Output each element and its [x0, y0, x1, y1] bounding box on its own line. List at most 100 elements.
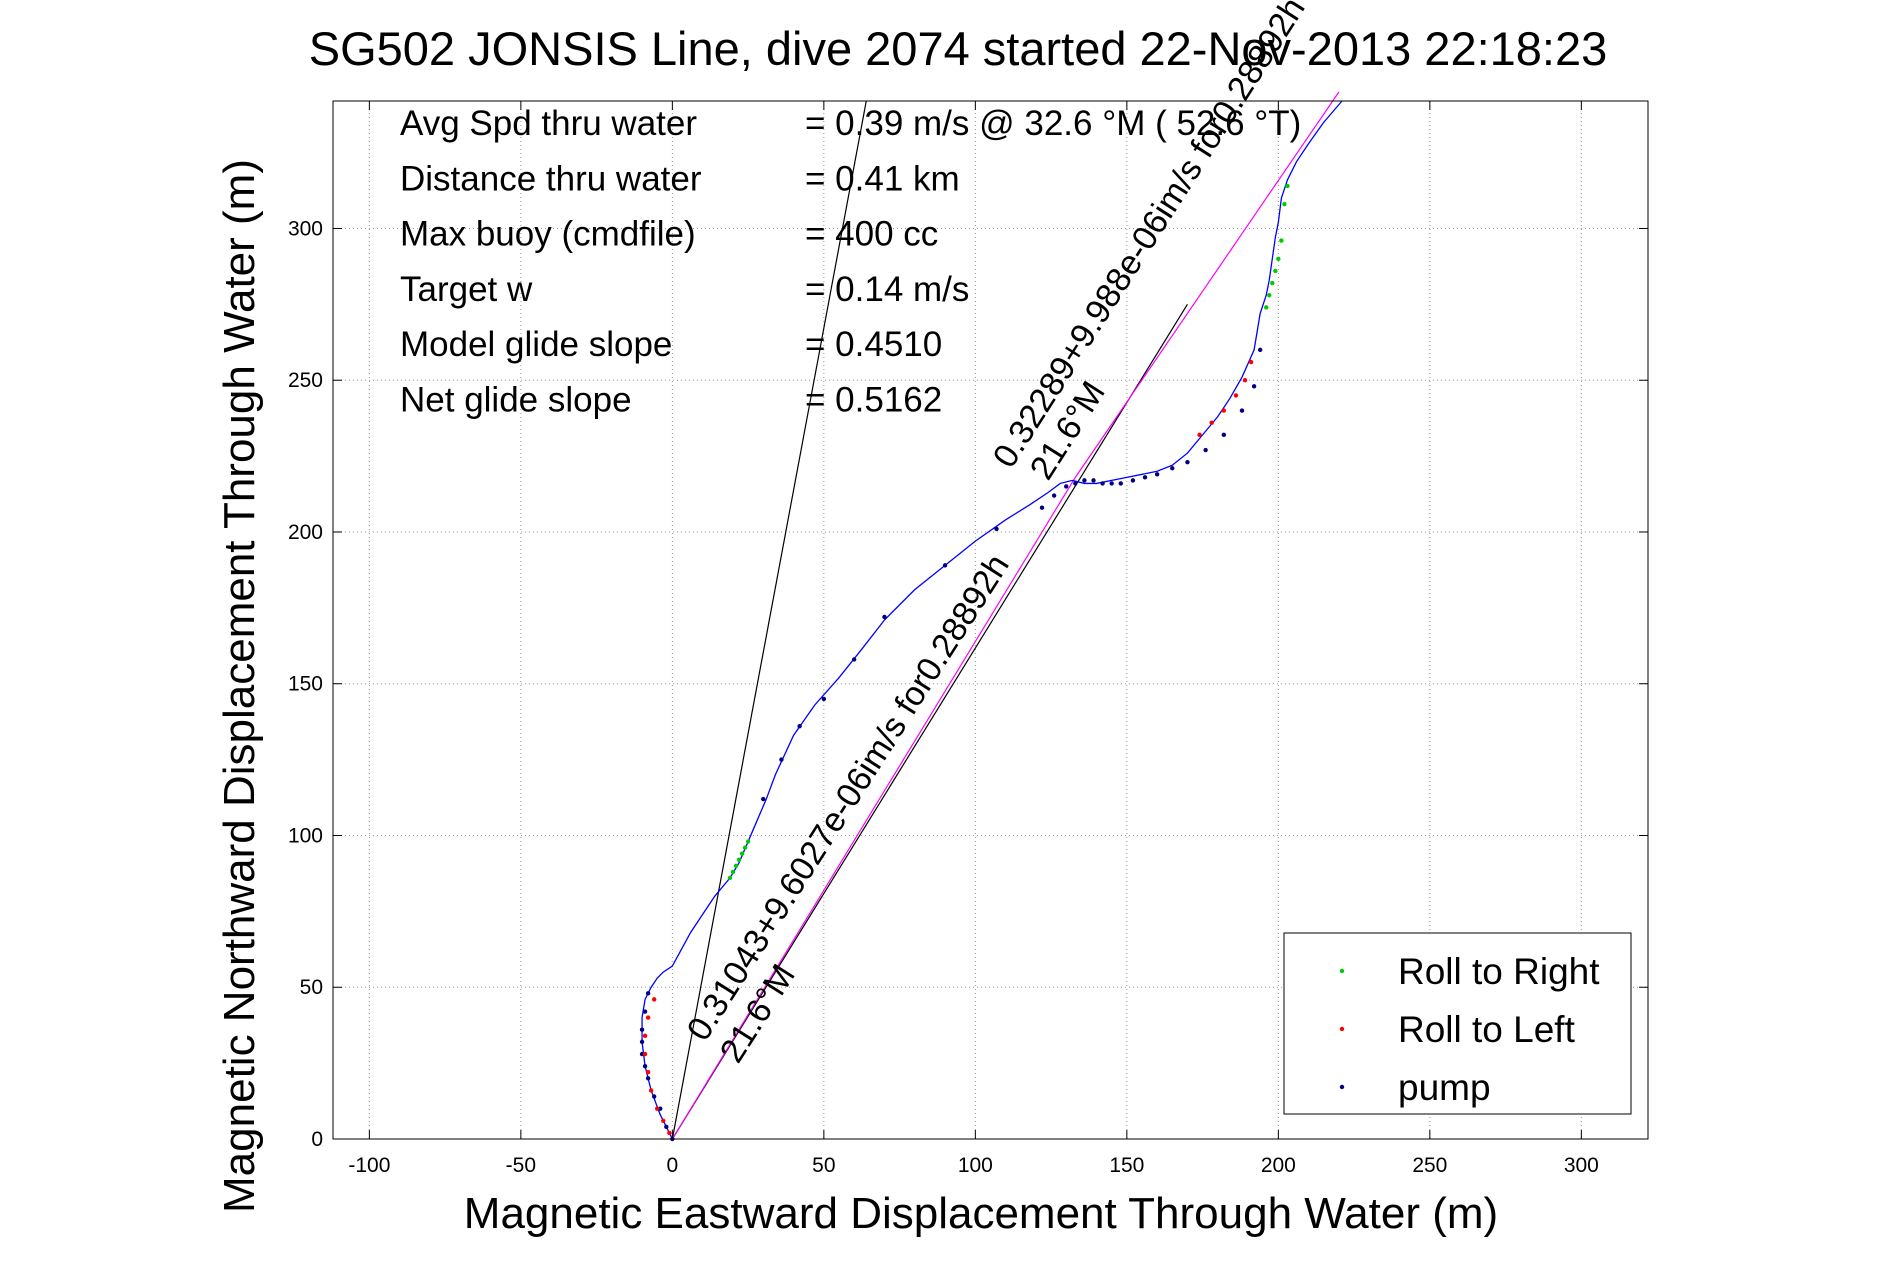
pump-point [664, 1124, 669, 1130]
roll-right-point [727, 875, 733, 881]
axis-ticks: -100 -50 0 50 100 150 200 250 300 0 50 100 150 200 250… [288, 101, 1648, 1177]
pump-point [1064, 484, 1069, 489]
pump-point [1100, 481, 1105, 486]
legend-label-pump: pump [1398, 1067, 1491, 1108]
info-block: Avg Spd thru water = 0.39 m/s @ 32.6 °M (… [400, 104, 1301, 420]
pump-point [882, 614, 887, 620]
x-tick-label: 50 [812, 1154, 835, 1177]
pump-point [779, 757, 784, 762]
info-value: = 0.41 km [805, 159, 960, 198]
pump-point [658, 1106, 663, 1111]
y-tick-label: 0 [311, 1128, 323, 1151]
roll-right-point [1285, 183, 1290, 189]
info-label: Distance thru water [400, 159, 702, 198]
pump-point [1203, 447, 1208, 453]
x-tick-label: 300 [1564, 1154, 1599, 1177]
roll-left-point [645, 1015, 651, 1020]
legend-label-roll-left: Roll to Left [1398, 1009, 1576, 1050]
pump-point [1185, 459, 1190, 465]
y-tick-label: 50 [300, 976, 323, 999]
roll-left-point [1242, 378, 1248, 383]
roll-left-point [655, 1106, 660, 1111]
legend-marker-roll-left [1339, 1026, 1345, 1032]
info-value: = 0.5162 [805, 381, 942, 420]
roll-right-point [736, 857, 742, 862]
roll-right-point [1273, 268, 1278, 274]
x-tick-label: 0 [667, 1154, 679, 1177]
pump-point [1118, 481, 1123, 486]
pump-point [1257, 347, 1263, 353]
info-label: Target w [400, 270, 533, 309]
roll-left-point [667, 1130, 672, 1136]
roll-right-point [745, 839, 751, 844]
pump-point [645, 1076, 651, 1081]
pump-point [639, 1051, 645, 1057]
y-tick-label: 100 [288, 824, 323, 847]
pump-point [1039, 505, 1045, 510]
pump-point [942, 563, 948, 568]
roll-right-point [742, 845, 748, 850]
legend-marker-pump [1339, 1084, 1345, 1090]
pump-point [1082, 478, 1087, 483]
pump-point [651, 1094, 657, 1099]
roll-right-point [1282, 201, 1287, 207]
track-line [641, 100, 1343, 1140]
legend-marker-roll-right [1339, 968, 1345, 974]
reference-line [671, 100, 867, 1140]
roll-right-point [1264, 305, 1269, 310]
pump-point [1051, 493, 1057, 498]
info-label: Model glide slope [400, 325, 672, 364]
info-label: Max buoy (cmdfile) [400, 215, 696, 254]
pump-point [1154, 472, 1160, 477]
roll-left-point [1209, 420, 1214, 425]
roll-right-point [1279, 238, 1284, 243]
plot-area [639, 91, 1343, 1142]
info-value: = 0.4510 [805, 325, 942, 364]
roll-left-point [642, 1033, 648, 1039]
info-value: = 0.14 m/s [805, 270, 969, 309]
roll-left-point [1248, 359, 1254, 365]
roll-left-point [1221, 408, 1227, 413]
pump-point [1142, 475, 1148, 480]
pump-point [994, 526, 999, 532]
info-label: Avg Spd thru water [400, 104, 697, 143]
roll-left-point [661, 1118, 666, 1123]
y-tick-label: 150 [288, 673, 323, 696]
x-tick-label: 150 [1109, 1154, 1144, 1177]
roll-left-point [651, 997, 657, 1002]
axes-box [332, 100, 1649, 1140]
roll-left-point [1197, 432, 1202, 438]
pump-point [1239, 408, 1245, 413]
current-line [671, 91, 1340, 1140]
pump-point [642, 1009, 648, 1014]
y-axis-label: Magnetic Northward Displacement Through … [215, 159, 264, 1213]
y-tick-label: 250 [288, 369, 323, 392]
roll-right-point [1276, 256, 1281, 262]
pump-point [1170, 466, 1175, 471]
pump-point [797, 724, 802, 729]
pump-point [1221, 432, 1227, 438]
roll-left-point [1233, 393, 1239, 398]
roll-right-point [1267, 293, 1272, 298]
info-value: = 400 cc [805, 215, 938, 254]
legend: Roll to Right Roll to Left pump [1283, 932, 1632, 1115]
roll-left-point [648, 1088, 654, 1093]
pump-point [851, 657, 857, 662]
info-value: = 0.39 m/s @ 32.6 °M ( 52.6 °T) [805, 104, 1301, 143]
info-label: Net glide slope [400, 381, 632, 420]
pump-point [1109, 481, 1114, 486]
roll-right-point [733, 863, 739, 869]
x-axis-label: Magnetic Eastward Displacement Through W… [464, 1189, 1498, 1238]
legend-label-roll-right: Roll to Right [1398, 951, 1600, 992]
legend-box [1283, 932, 1632, 1115]
reference-line [671, 304, 1188, 1140]
pump-point [1251, 384, 1257, 389]
pump-point [1073, 481, 1078, 486]
x-tick-label: -100 [348, 1154, 390, 1177]
chart-title: SG502 JONSIS Line, dive 2074 started 22-… [309, 22, 1608, 75]
roll-right-point [1270, 280, 1275, 286]
pump-point [645, 991, 651, 996]
pump-point [642, 1063, 648, 1069]
y-tick-label: 300 [288, 217, 323, 240]
